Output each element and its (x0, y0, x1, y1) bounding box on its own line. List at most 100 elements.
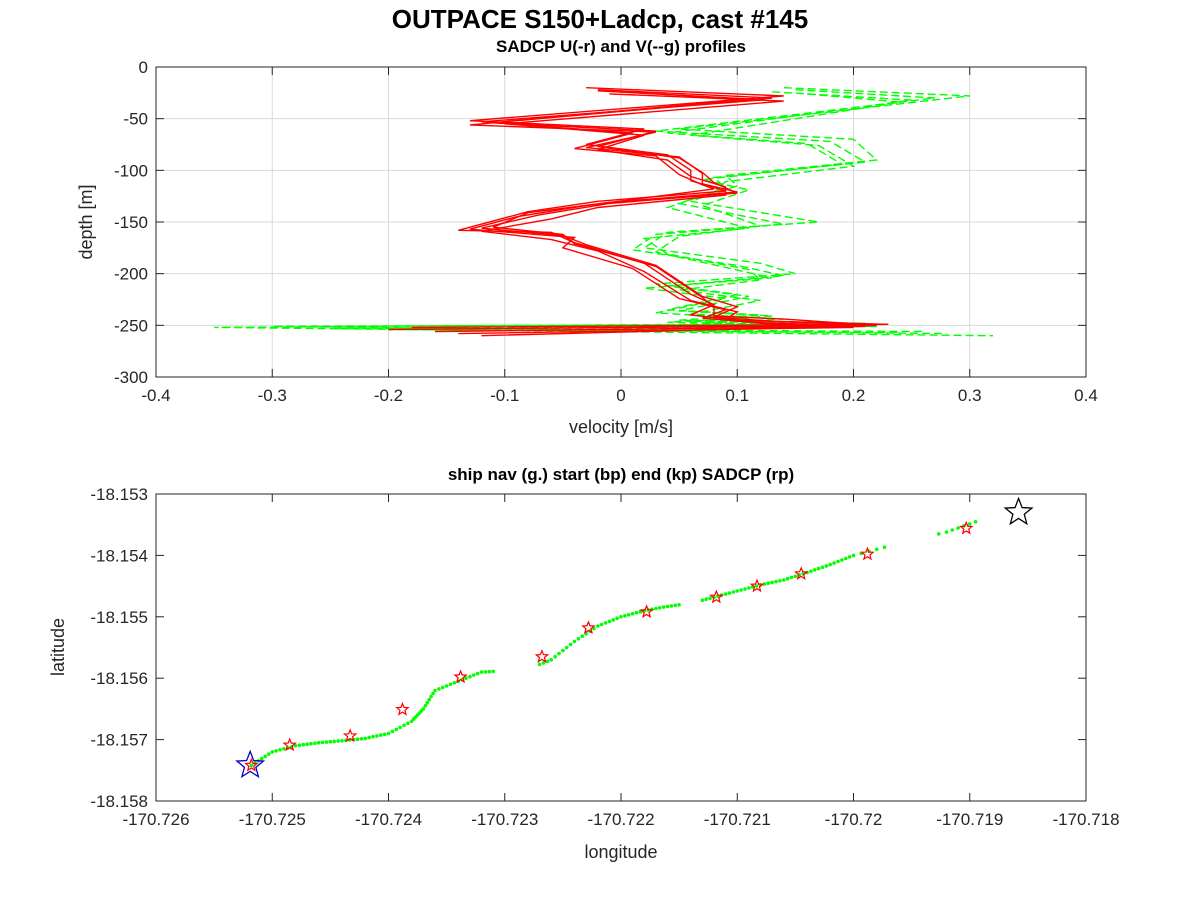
ship-nav-point (747, 586, 751, 590)
ship-nav-plot: ship nav (g.) start (bp) end (kp) SADCP … (48, 465, 1120, 862)
ship-nav-point (669, 604, 674, 608)
ship-nav-point (340, 739, 344, 743)
ship-nav-point (427, 697, 432, 702)
ship-nav-point (328, 739, 333, 744)
profile-x-tick-label: -0.3 (258, 386, 287, 405)
nav-x-tick-label: -170.719 (936, 810, 1003, 829)
ship-nav-point (851, 553, 856, 558)
ship-nav-point (553, 654, 557, 659)
nav-y-tick-label: -18.157 (90, 731, 148, 750)
sadcp-point-star (395, 701, 410, 716)
ship-nav-point (425, 701, 430, 705)
ship-nav-point (731, 590, 736, 594)
nav-x-tick-label: -170.718 (1052, 810, 1119, 829)
ship-nav-point (778, 579, 782, 583)
ship-nav-point (623, 614, 627, 618)
ship-nav-point (727, 591, 732, 595)
ship-nav-point (297, 743, 302, 747)
figure-title: OUTPACE S150+Ladcp, cast #145 (392, 4, 808, 34)
ship-nav-point (665, 604, 670, 609)
ship-nav-point (603, 621, 608, 625)
profile-x-tick-label: 0.4 (1074, 386, 1098, 405)
profile-x-tick-label: -0.2 (374, 386, 403, 405)
ship-nav-point (274, 749, 278, 753)
ship-nav-point (472, 673, 476, 677)
ship-nav-point (293, 743, 298, 748)
velocity-profile-plot: SADCP U(-r) and V(--g) profiles -0.4 -0.3… (76, 37, 1098, 437)
ship-nav-point (423, 704, 428, 708)
ship-nav-point (301, 742, 306, 747)
ship-nav-point (657, 606, 662, 610)
sadcp-point-star (749, 578, 765, 593)
ship-nav-point (774, 579, 778, 584)
ship-nav-point (847, 555, 852, 559)
ship-nav-point (464, 676, 468, 680)
ship-nav-point (371, 734, 375, 739)
ship-nav-point (431, 691, 435, 696)
ship-nav-point (572, 639, 577, 644)
ship-nav-point (260, 756, 264, 761)
ship-nav-point (336, 739, 340, 743)
profile-x-tick-label: -0.4 (141, 386, 170, 405)
profile-x-tick-label: -0.1 (490, 386, 519, 405)
nav-x-label: longitude (584, 842, 657, 862)
ship-nav-point (973, 520, 978, 524)
ship-nav-point (789, 575, 794, 580)
profile-y-tick-label: -100 (114, 161, 148, 180)
ship-nav-point (793, 574, 798, 579)
sadcp-point-star (342, 728, 358, 743)
ship-nav-point (735, 589, 739, 593)
nav-series (235, 496, 1034, 779)
profile-y-tick-label: -150 (114, 213, 148, 232)
ship-nav-point (607, 619, 612, 624)
ship-nav-point (766, 581, 770, 585)
ship-nav-point (375, 734, 379, 738)
nav-plot-title: ship nav (g.) start (bp) end (kp) SADCP … (448, 465, 794, 484)
profile-x-tick-label: 0.1 (725, 386, 749, 405)
sadcp-point-star (709, 589, 724, 604)
ship-nav-point (278, 748, 282, 752)
ship-nav-point (785, 576, 790, 581)
ship-nav-point (882, 545, 887, 549)
ship-nav-point (634, 610, 639, 615)
ship-nav-point (545, 659, 550, 664)
ship-nav-point (452, 681, 457, 685)
profile-y-tick-label: 0 (139, 58, 148, 77)
ship-nav-point (677, 603, 681, 607)
ship-nav-point (541, 661, 546, 665)
nav-x-tick-label: -170.722 (587, 810, 654, 829)
ship-nav-point (762, 582, 767, 586)
ship-nav-point (367, 735, 371, 740)
ship-nav-point (305, 742, 309, 746)
ship-nav-point (249, 763, 254, 768)
ship-nav-point (739, 588, 743, 592)
nav-x-tick-label: -170.724 (355, 810, 422, 829)
ship-nav-point (398, 725, 402, 730)
ship-nav-point (263, 754, 268, 759)
ship-nav-point (630, 611, 635, 616)
ship-nav-point (708, 596, 712, 600)
sadcp-point-star (581, 620, 596, 635)
ship-nav-point (743, 587, 747, 591)
nav-x-tick-label: -170.725 (239, 810, 306, 829)
profile-y-tick-label: -200 (114, 265, 148, 284)
ship-nav-point (316, 740, 321, 745)
ship-nav-point (382, 732, 387, 737)
profile-y-label: depth [m] (76, 184, 96, 259)
profile-ticks: -0.4 -0.3 -0.2 -0.1 0 0.1 0.2 0.3 0.4 0 -50 -100 -15… (114, 58, 1098, 405)
ship-nav-point (332, 739, 337, 744)
nav-y-tick-label: -18.154 (90, 546, 148, 565)
ship-nav-point (950, 528, 955, 532)
profile-plot-title: SADCP U(-r) and V(--g) profiles (496, 37, 746, 56)
ship-nav-point (433, 688, 437, 693)
ship-nav-point (440, 685, 445, 690)
ship-nav-point (421, 707, 426, 711)
u-profile-line (469, 90, 877, 337)
profile-x-tick-label: 0.3 (958, 386, 982, 405)
sadcp-point-star (639, 604, 654, 619)
nav-y-tick-label: -18.156 (90, 669, 148, 688)
nav-y-label: latitude (48, 618, 68, 676)
profile-x-label: velocity [m/s] (569, 417, 673, 437)
sadcp-point-star (453, 669, 468, 684)
ship-nav-point (475, 671, 480, 676)
